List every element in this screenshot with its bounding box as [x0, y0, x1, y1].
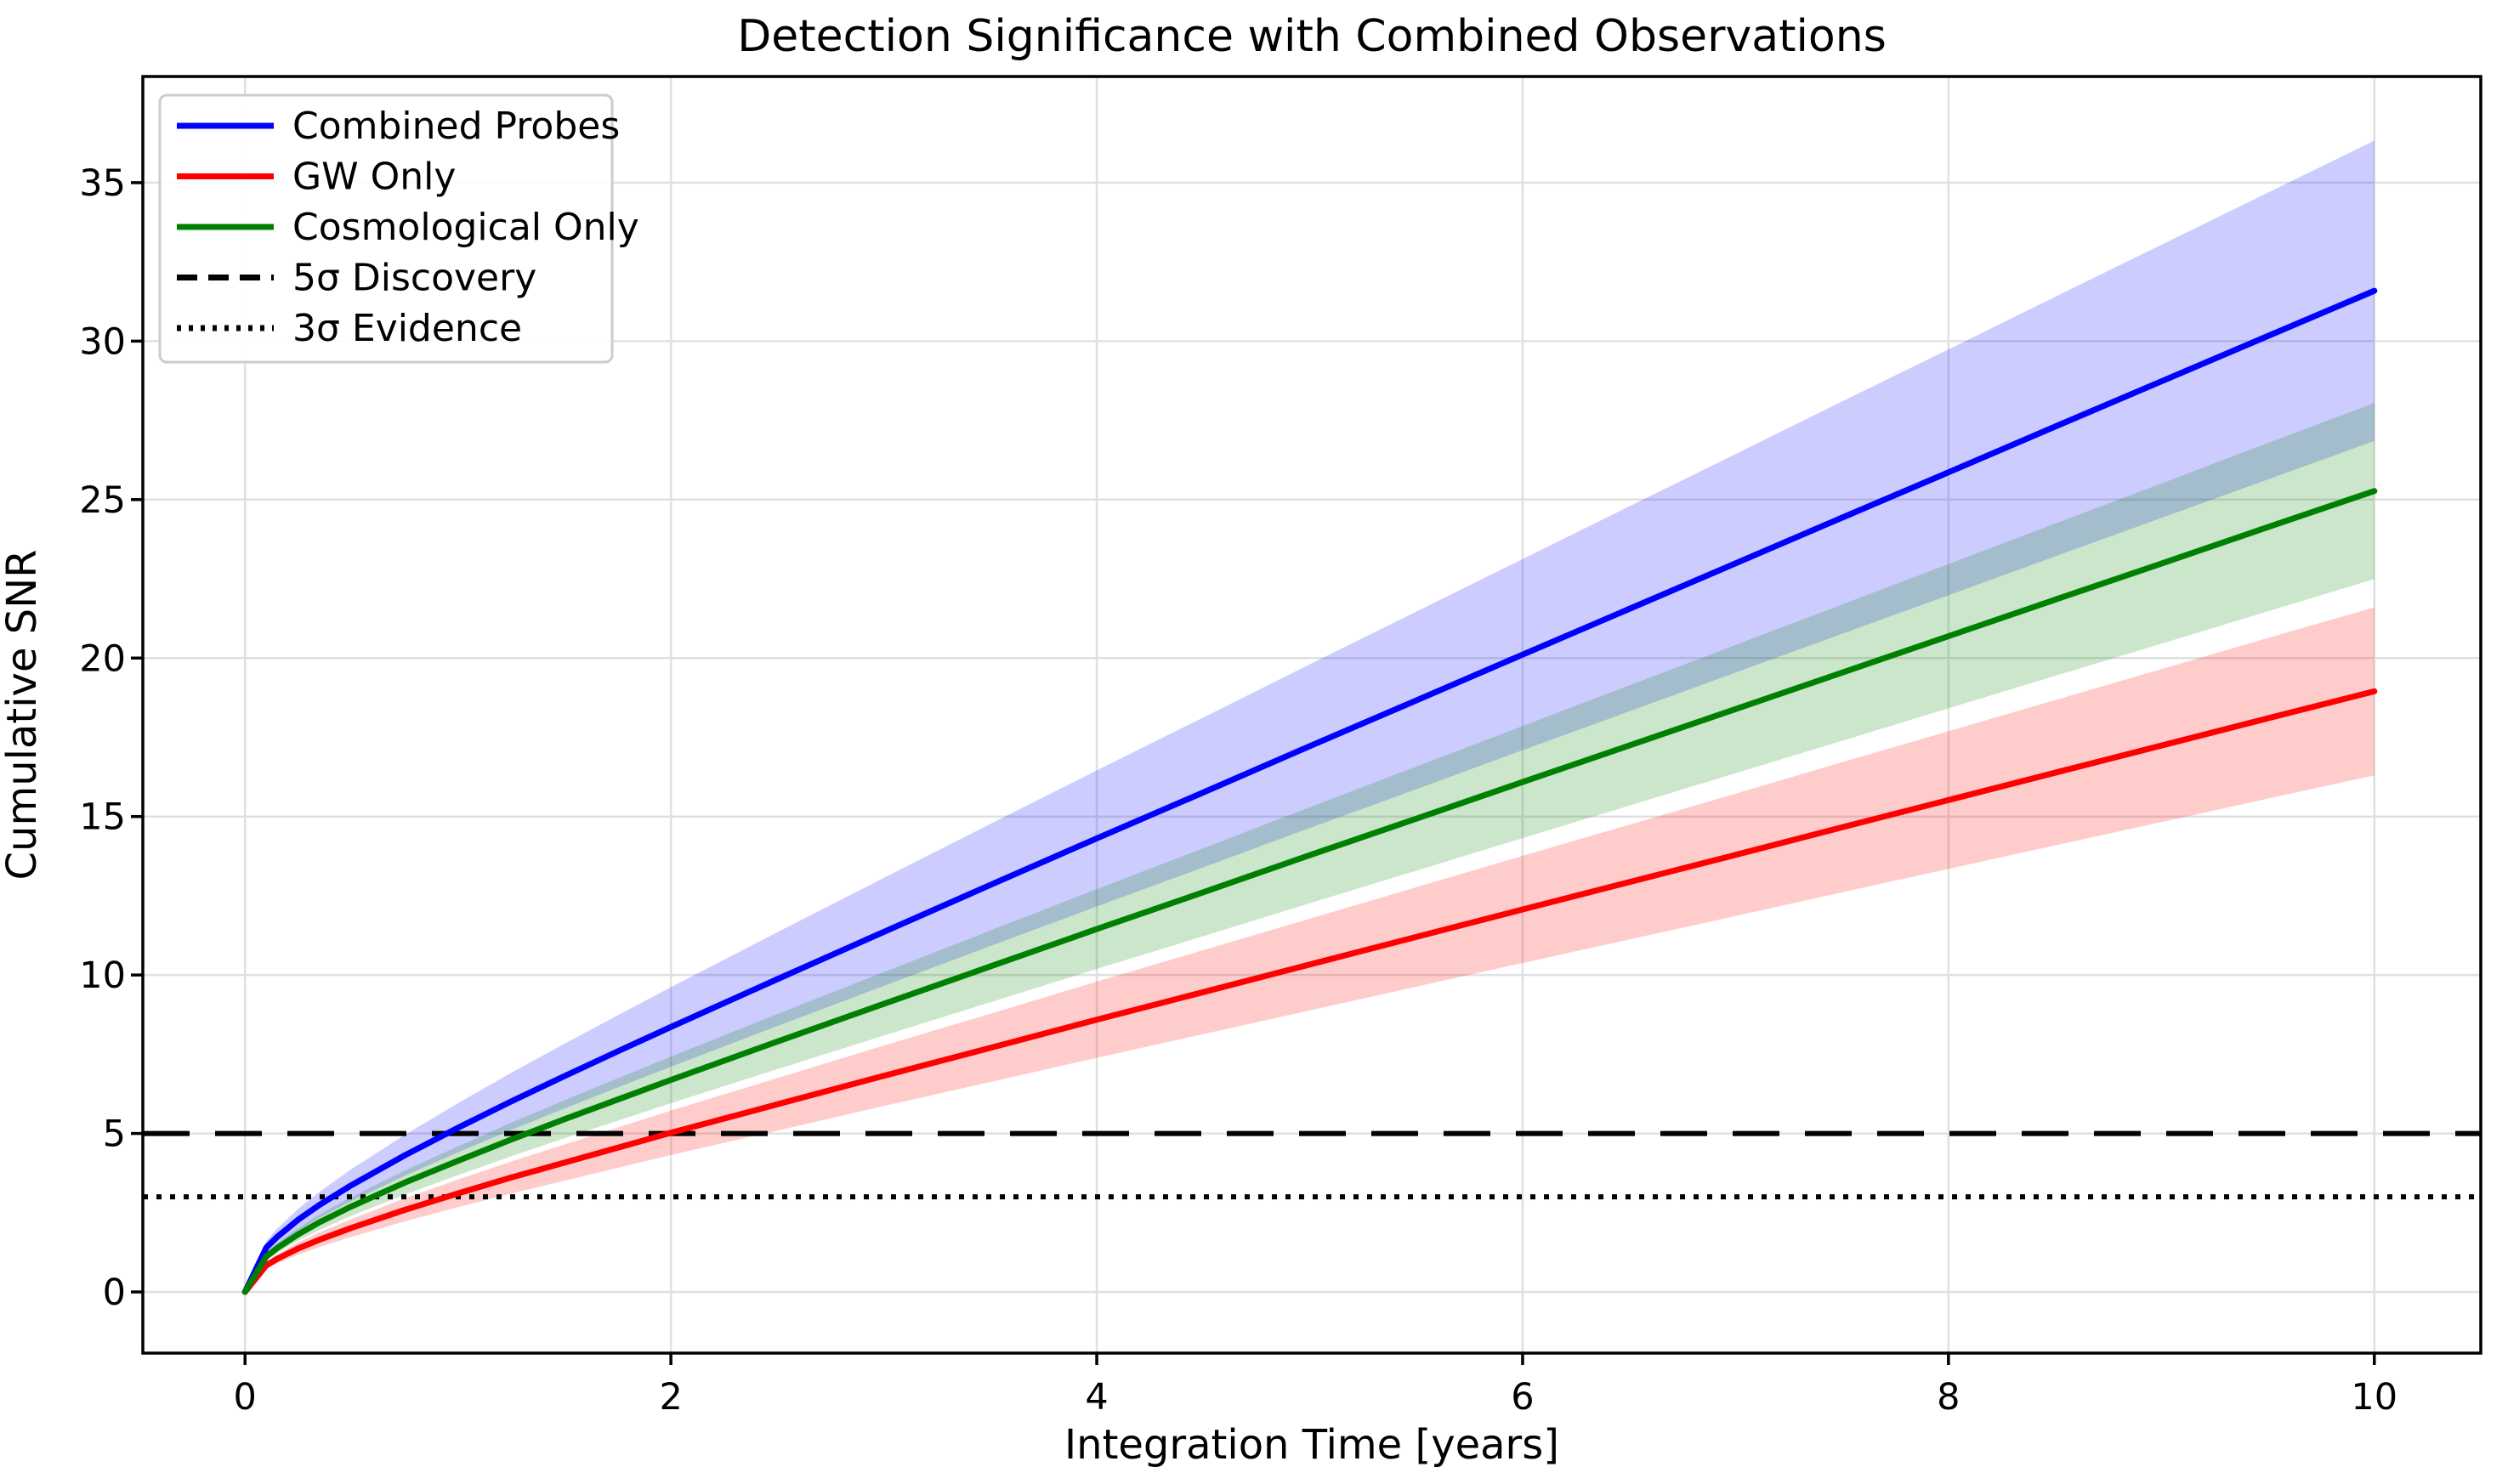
x-tick-label-10: 10 — [2351, 1376, 2397, 1419]
legend-label-cosmological-only: Cosmological Only — [292, 206, 639, 249]
plot-frame — [141, 75, 2482, 1355]
y-tick-label-15: 15 — [79, 796, 126, 839]
y-tick-label-25: 25 — [79, 479, 126, 522]
y-tick-label-5: 5 — [103, 1113, 126, 1156]
legend: Combined Probes GW Only Cosmological Only 5… — [158, 93, 639, 364]
tick-layer: 0 2 4 6 8 10 0 5 10 15 20 25 30 35 — [79, 162, 2397, 1419]
x-axis-label: Integration Time [years] — [1064, 1421, 1559, 1469]
curve-layer — [241, 287, 2378, 1295]
y-tick-label-35: 35 — [79, 162, 126, 205]
y-tick-label-20: 20 — [79, 637, 126, 680]
y-tick-label-30: 30 — [79, 320, 126, 363]
curve-gw-only — [241, 688, 2378, 1295]
legend-label-combined-probes: Combined Probes — [292, 105, 620, 148]
legend-box — [158, 93, 614, 364]
y-tick-label-10: 10 — [79, 954, 126, 997]
uncertainty-band-combined-probes — [245, 140, 2375, 1292]
uncertainty-band-layer — [245, 140, 2375, 1293]
uncertainty-band-gw-only — [245, 607, 2375, 1292]
y-axis-label: Cumulative SNR — [0, 550, 46, 881]
y-tick-label-0: 0 — [103, 1272, 126, 1314]
chart-title: Detection Significance with Combined Obs… — [737, 11, 1887, 62]
x-tick-label-0: 0 — [234, 1376, 257, 1419]
x-tick-label-6: 6 — [1511, 1376, 1534, 1419]
legend-label-3sigma-evidence: 3σ Evidence — [292, 307, 522, 350]
curve-cosmological-only — [241, 488, 2378, 1295]
x-tick-label-8: 8 — [1937, 1376, 1960, 1419]
x-tick-label-2: 2 — [659, 1376, 682, 1419]
x-tick-label-4: 4 — [1085, 1376, 1108, 1419]
uncertainty-band-cosmological-only — [245, 403, 2375, 1293]
legend-label-5sigma-discovery: 5σ Discovery — [292, 257, 536, 300]
legend-label-gw-only: GW Only — [292, 156, 456, 199]
curve-combined-probes — [241, 287, 2378, 1295]
